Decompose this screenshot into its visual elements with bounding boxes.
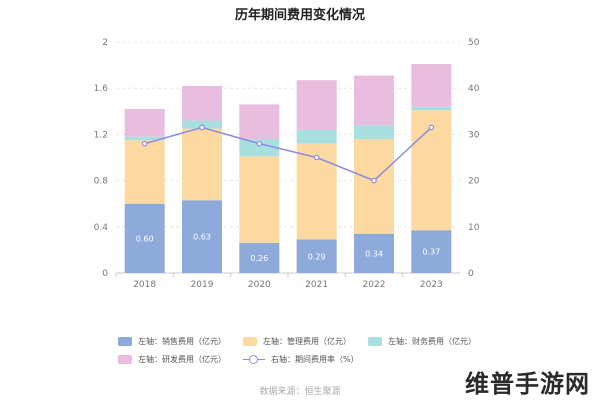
watermark-logo: 维普手游网: [465, 370, 590, 398]
legend-item-finance[interactable]: 左轴：财务费用（亿元）: [368, 336, 493, 347]
legend-item-sales[interactable]: 左轴：销售费用（亿元）: [118, 336, 243, 347]
data-label-sales-2021: 0.29: [308, 252, 326, 261]
legend-item-admin[interactable]: 左轴：管理费用（亿元）: [243, 336, 368, 347]
y-left-tick-label: 2: [102, 38, 108, 48]
y-right-tick-label: 20: [468, 177, 480, 187]
line-point-rate-2020: [256, 140, 263, 147]
bar-segment-finance-2019: [182, 120, 222, 129]
line-point-rate-2019: [199, 124, 205, 131]
bar-segment-rnd-2020: [239, 104, 280, 140]
bar-segment-sales-2021: [296, 239, 337, 273]
bar-segment-finance-2021: [296, 129, 337, 144]
y-left-tick-label: 0.8: [94, 177, 109, 187]
bar-segment-finance-2018: [124, 136, 165, 141]
line-point-rate-2018: [141, 140, 148, 147]
legend-label: 左轴：销售费用（亿元）: [138, 336, 226, 346]
bar-segment-rnd-2023: [411, 63, 452, 107]
legend-item-rate[interactable]: 右轴：期间费用率（%）: [243, 354, 368, 365]
y-right-tick-label: 50: [468, 38, 480, 48]
data-label-sales-2019: 0.63: [193, 233, 211, 242]
data-label-sales-2023: 0.37: [422, 248, 440, 257]
y-left-tick-label: 1.2: [94, 130, 108, 140]
data-label-sales-2022: 0.34: [365, 249, 383, 258]
legend-swatch-icon: [118, 336, 132, 346]
bar-segment-sales-2022: [354, 233, 394, 273]
line-series-rate: [144, 126, 432, 182]
legend-swatch-icon: [243, 336, 257, 346]
y-right-tick-label: 0: [468, 269, 474, 279]
legend-row: 左轴：销售费用（亿元） 左轴：管理费用（亿元） 左轴：财务费用（亿元）: [118, 332, 498, 350]
bar-segment-rnd-2019: [182, 85, 222, 121]
legend-label: 左轴：研发费用（亿元）: [138, 354, 226, 364]
x-tick-label: 2020: [248, 280, 271, 290]
y-right-tick-label: 30: [468, 130, 480, 140]
legend-swatch-icon: [368, 336, 382, 346]
legend-swatch-icon: [118, 354, 132, 364]
line-point-rate-2021: [313, 154, 320, 161]
x-tick-label: 2018: [133, 280, 156, 290]
bar-segment-admin-2018: [124, 140, 165, 204]
legend-label: 右轴：期间费用率（%）: [271, 354, 359, 364]
legend-label: 左轴：财务费用（亿元）: [388, 336, 476, 346]
bar-segment-rnd-2021: [296, 80, 337, 130]
bar-segment-rnd-2018: [124, 108, 165, 137]
bar-segment-sales-2020: [239, 242, 280, 273]
bar-segment-admin-2019: [182, 128, 222, 201]
data-label-sales-2020: 0.26: [250, 254, 268, 263]
y-left-tick-label: 1.6: [94, 84, 109, 94]
bar-segment-admin-2020: [239, 156, 280, 243]
data-source-note: 数据来源：恒生聚源: [259, 387, 341, 397]
line-point-rate-2022: [371, 177, 377, 184]
legend-label: 左轴：管理费用（亿元）: [263, 336, 351, 346]
bar-segment-rnd-2022: [354, 75, 394, 126]
y-right-tick-label: 40: [468, 84, 480, 94]
legend-row: 左轴：研发费用（亿元） 右轴：期间费用率（%）: [118, 350, 498, 368]
legend-line-marker-icon: [243, 354, 265, 364]
chart-legend: 左轴：销售费用（亿元） 左轴：管理费用（亿元） 左轴：财务费用（亿元） 左轴：研发费用…: [118, 332, 498, 368]
legend-item-rnd[interactable]: 左轴：研发费用（亿元）: [118, 354, 243, 365]
bar-segment-finance-2020: [239, 139, 280, 157]
bar-segment-finance-2022: [354, 125, 394, 140]
x-tick-label: 2021: [305, 280, 328, 290]
bar-segment-sales-2019: [182, 200, 222, 273]
x-tick-label: 2019: [191, 280, 214, 290]
bar-segment-finance-2023: [411, 106, 452, 111]
y-right-tick-label: 10: [468, 223, 480, 233]
y-left-tick-label: 0.4: [94, 223, 109, 233]
x-tick-label: 2022: [363, 280, 386, 290]
chart-plot: 0.60 0.630.26 0.29 0.34 0.37 00.40.81.21.620…: [94, 38, 480, 290]
line-point-rate-2023: [428, 124, 435, 131]
bar-segment-admin-2022: [354, 139, 394, 234]
data-label-sales-2018: 0.60: [136, 234, 154, 243]
y-left-tick-label: 0: [102, 269, 108, 279]
bar-segment-sales-2018: [124, 203, 165, 273]
bar-segment-sales-2023: [411, 230, 452, 273]
x-tick-label: 2023: [420, 280, 443, 290]
chart-title: 历年期间费用变化情况: [234, 8, 365, 23]
